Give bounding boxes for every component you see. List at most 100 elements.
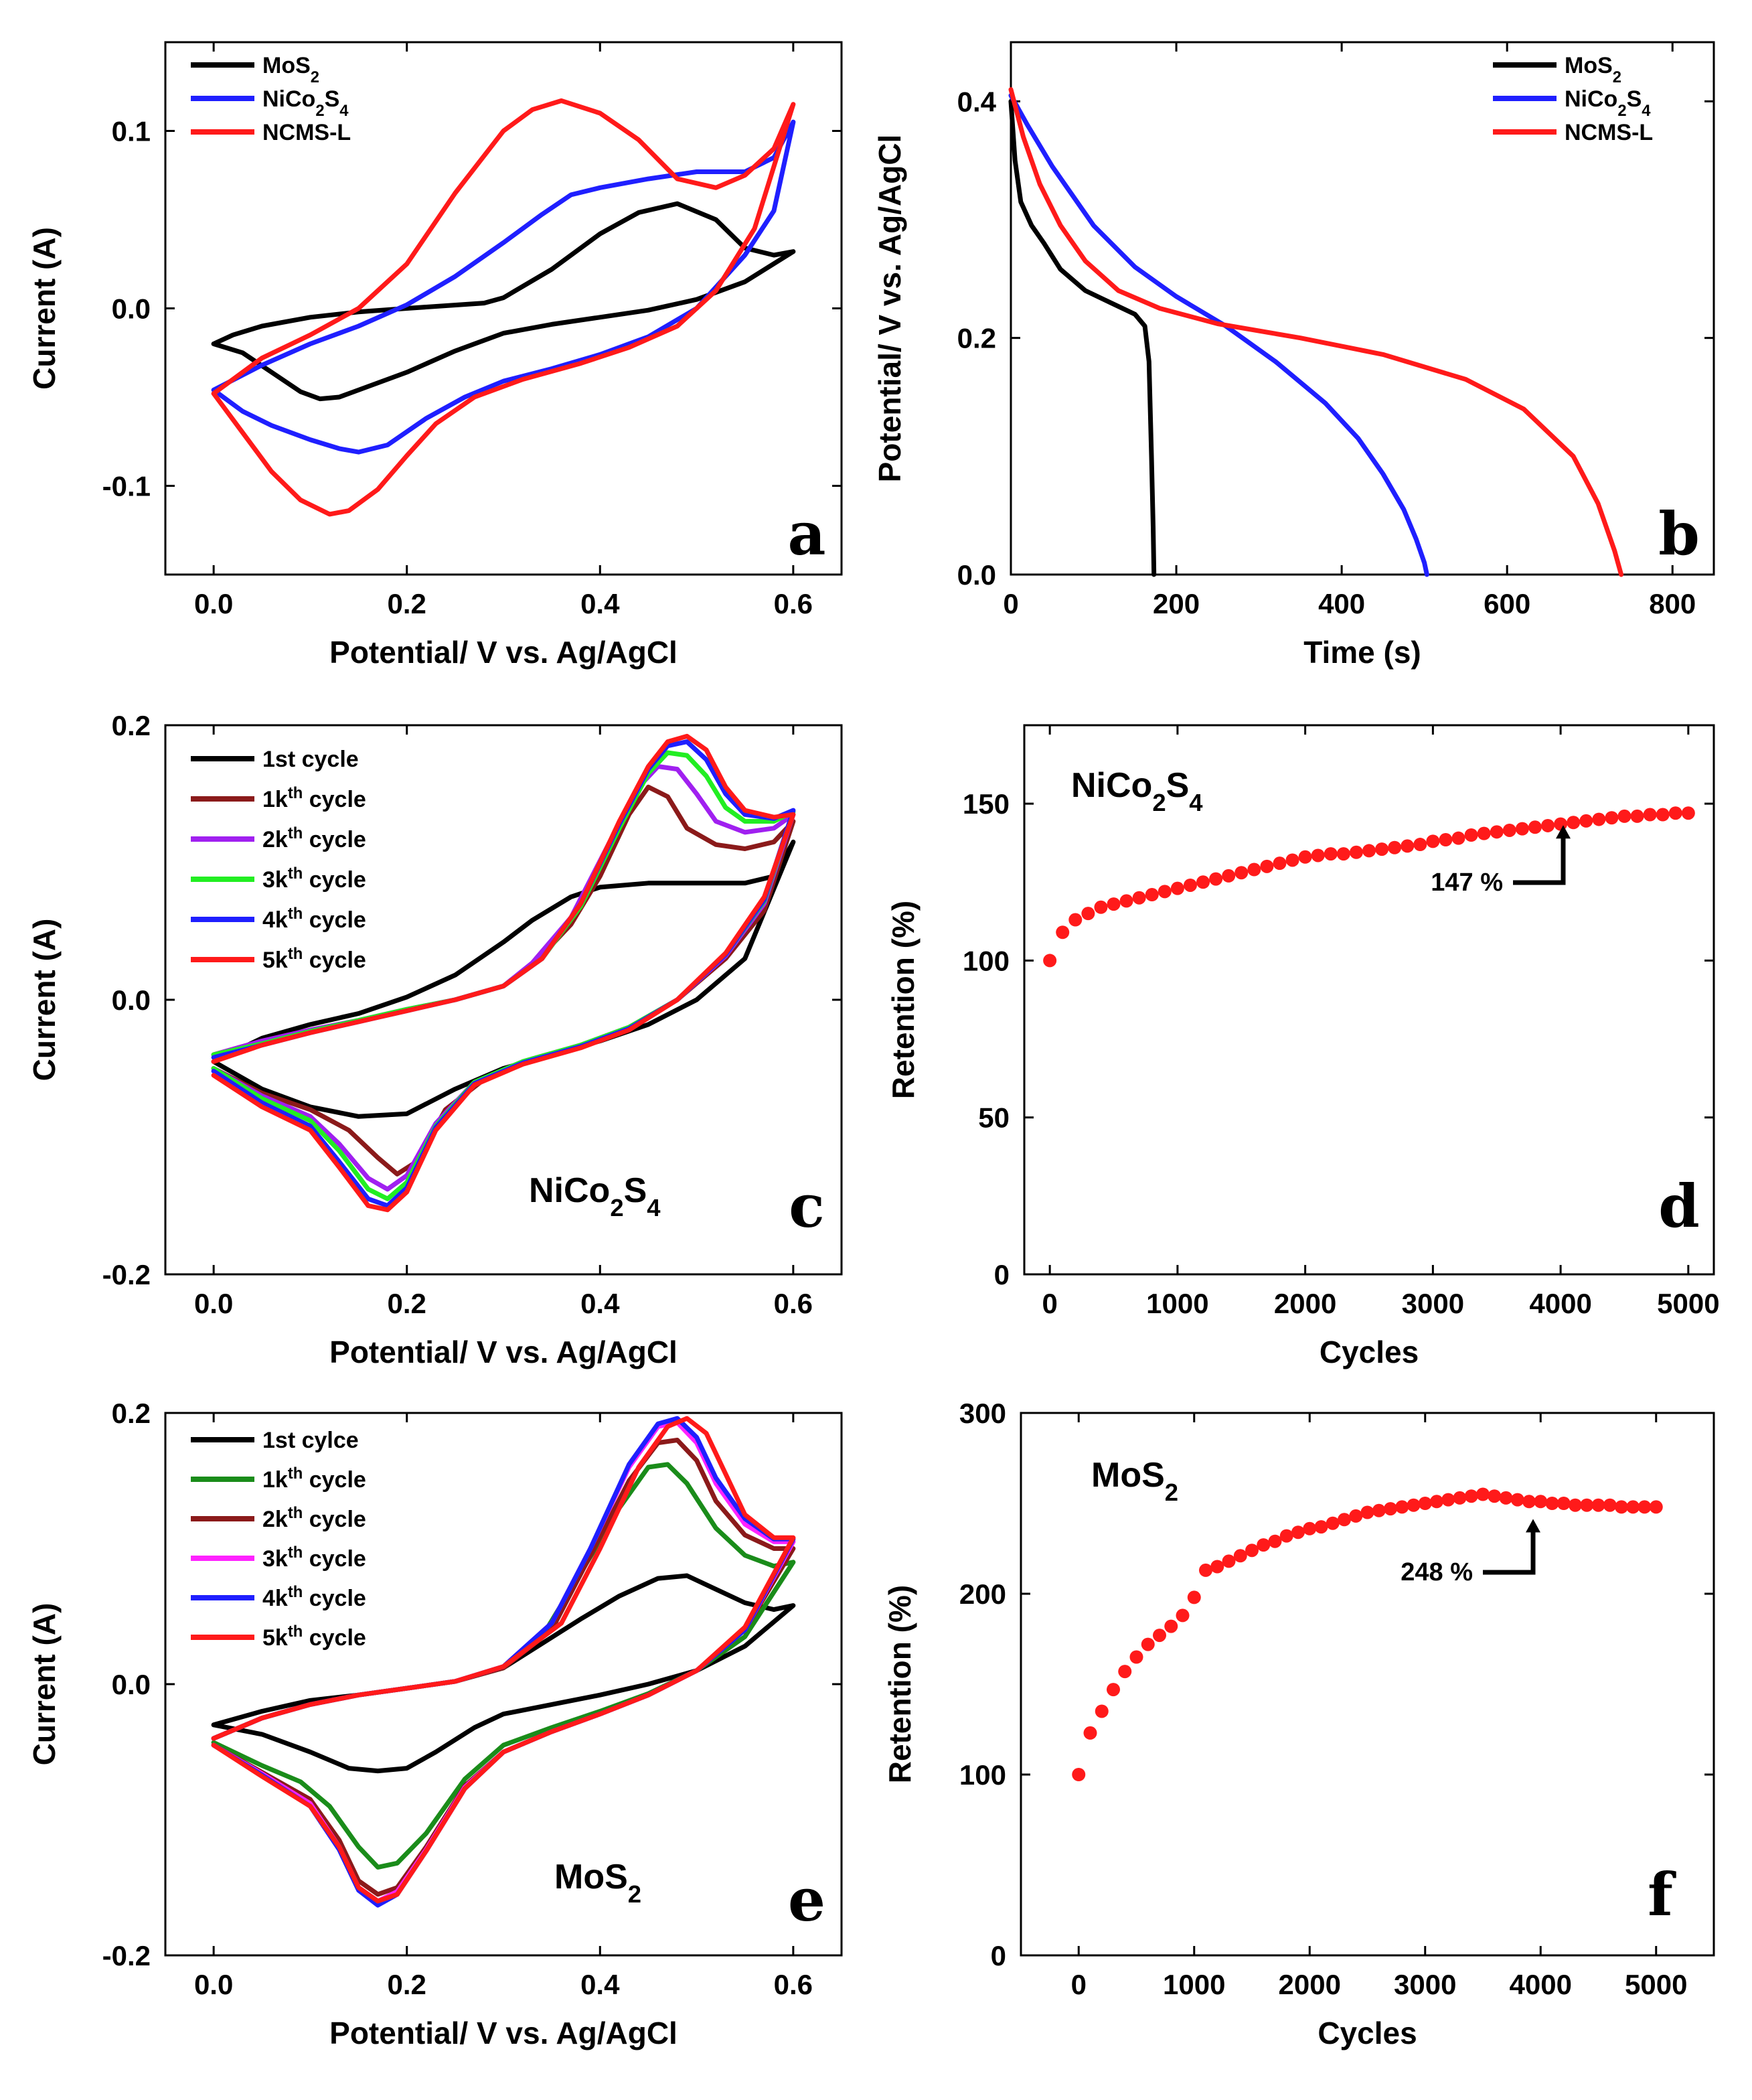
x-tick-label: 0.6 (774, 1969, 813, 2000)
data-point (1464, 828, 1478, 842)
data-point (1326, 1516, 1340, 1530)
data-point (1617, 809, 1631, 823)
sample-annotation: NiCo2S4 (529, 1171, 661, 1221)
y-tick-label: 0 (991, 1940, 1006, 1971)
x-tick-label: 0 (1042, 1288, 1057, 1319)
data-point (1591, 1498, 1605, 1512)
series-line-2 (211, 119, 796, 455)
legend-label: MoS2 (1565, 53, 1621, 86)
legend: 1st cylce 1kth cycle 2kth cycle 3kth cycle 4… (191, 1428, 366, 1651)
data-point (1247, 862, 1261, 877)
y-tick-label: -0.2 (102, 1259, 151, 1290)
data-point (1298, 850, 1312, 864)
panel-f: 0 1000 2000 3000 4000 5000 0 100 200 300 Cycles Ret… (882, 1398, 1715, 2050)
data-point (1056, 925, 1070, 940)
series-line-6 (211, 1416, 796, 1904)
x-tick-label: 5000 (1625, 1969, 1687, 2000)
data-point (1338, 1513, 1351, 1527)
y-axis-title: Potential/ V vs. Ag/AgCl (872, 135, 907, 483)
x-tick-label: 0.2 (388, 1288, 426, 1319)
data-point (1605, 811, 1619, 825)
data-point (1567, 816, 1581, 830)
panel-c: 0.0 0.2 0.4 0.6 -0.2 0.0 0.2 Potential/ V vs. A… (27, 710, 843, 1369)
y-tick-label: 0.0 (112, 293, 151, 325)
y-axis-title: Current (A) (27, 919, 62, 1081)
data-point (1388, 840, 1402, 854)
series-line-3 (211, 98, 796, 517)
legend-label: 5kth cycle (262, 945, 366, 974)
x-tick-label: 0.0 (194, 1288, 233, 1319)
x-axis-title: Potential/ V vs. Ag/AgCl (329, 2016, 678, 2050)
data-point (1141, 1637, 1155, 1651)
data-point (1222, 1554, 1236, 1568)
y-tick-label: 0 (994, 1259, 1010, 1290)
y-tick-label: 200 (959, 1578, 1006, 1610)
data-point (1349, 845, 1363, 859)
x-tick-label: 4000 (1510, 1969, 1572, 2000)
legend-label: 1st cycle (262, 747, 359, 772)
data-point (1490, 825, 1504, 839)
plot-frame (1023, 724, 1715, 1276)
x-tick-label: 400 (1318, 588, 1365, 619)
y-tick-label: 50 (978, 1102, 1010, 1134)
legend-label: 5kth cycle (262, 1623, 366, 1651)
legend-label: NiCo2S4 (262, 86, 349, 120)
data-point (1187, 1590, 1201, 1604)
data-point (1649, 1500, 1663, 1514)
note-arrow-head (1526, 1519, 1540, 1533)
y-tick-label: 150 (963, 788, 1010, 820)
data-point (1257, 1538, 1271, 1552)
retention-note: 248 % (1401, 1558, 1473, 1586)
data-point (1235, 866, 1249, 880)
x-tick-label: 1000 (1163, 1969, 1225, 2000)
y-tick-label: 0.0 (957, 559, 996, 591)
x-tick-label: 200 (1153, 588, 1200, 619)
data-point (1081, 907, 1095, 921)
data-point (1541, 818, 1555, 832)
legend-label: 4kth cycle (262, 1583, 366, 1612)
data-point (1233, 1549, 1247, 1563)
panel-a: 0.0 0.2 0.4 0.6 -0.1 0.0 0.1 Potential/ V vs. A… (27, 41, 843, 670)
y-tick-label: -0.2 (102, 1940, 151, 1971)
legend-label: 2kth cycle (262, 824, 366, 853)
data-point (1164, 1619, 1178, 1633)
data-point (1515, 822, 1529, 836)
data-point (1557, 1497, 1571, 1510)
panel-b: 0 200 400 600 800 0.0 0.2 0.4 Time (s) Potential/… (872, 41, 1715, 670)
data-point (1119, 894, 1133, 908)
y-axis-title: Retention (%) (882, 1585, 917, 1783)
data-point (1362, 844, 1376, 858)
data-point (1592, 812, 1606, 826)
x-tick-label: 5000 (1657, 1288, 1719, 1319)
data-point (1401, 839, 1415, 853)
retention-note: 147 % (1431, 869, 1503, 897)
data-point (1580, 1498, 1594, 1512)
data-point (1453, 1491, 1467, 1505)
data-point (1068, 913, 1083, 927)
legend-label: 3kth cycle (262, 865, 366, 893)
y-axis-title: Current (A) (27, 1603, 62, 1766)
data-point (1170, 881, 1184, 895)
note-arrow-head (1556, 825, 1571, 839)
x-axis-title: Potential/ V vs. Ag/AgCl (329, 635, 678, 670)
data-point (1279, 1529, 1293, 1543)
legend: 1st cycle 1kth cycle 2kth cycle 3kth cycle 4… (191, 747, 366, 973)
series-line-1 (1008, 98, 1157, 577)
sample-annotation: NiCo2S4 (1071, 766, 1203, 816)
data-point (1094, 900, 1108, 914)
data-point (1430, 1495, 1443, 1509)
panel-letter: c (789, 1171, 825, 1241)
data-point (1176, 1608, 1190, 1623)
y-axis-title: Current (A) (27, 227, 62, 390)
data-point (1209, 872, 1223, 886)
x-tick-label: 3000 (1394, 1969, 1456, 2000)
data-point (1145, 888, 1159, 902)
data-point (1656, 808, 1670, 822)
data-point (1129, 1650, 1143, 1664)
y-tick-label: 100 (963, 945, 1010, 976)
data-point (1464, 1489, 1478, 1503)
data-point (1303, 1521, 1317, 1535)
data-point (1668, 806, 1682, 820)
data-point (1439, 833, 1453, 847)
